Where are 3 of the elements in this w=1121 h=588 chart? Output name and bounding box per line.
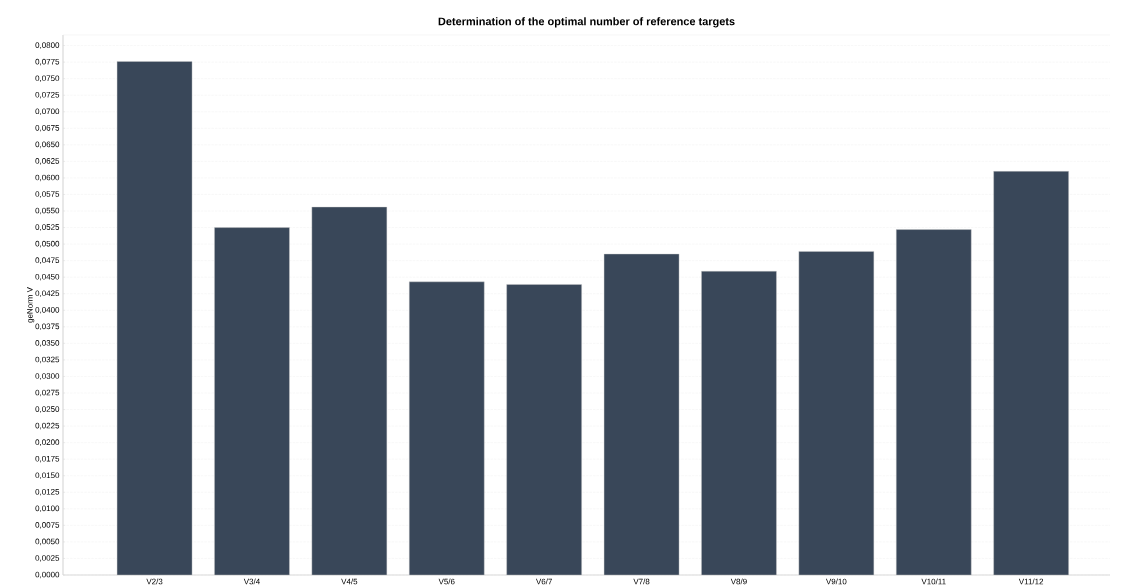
chart-title: Determination of the optimal number of reference targets (438, 17, 735, 28)
bar (993, 171, 1069, 576)
bar (409, 281, 485, 576)
